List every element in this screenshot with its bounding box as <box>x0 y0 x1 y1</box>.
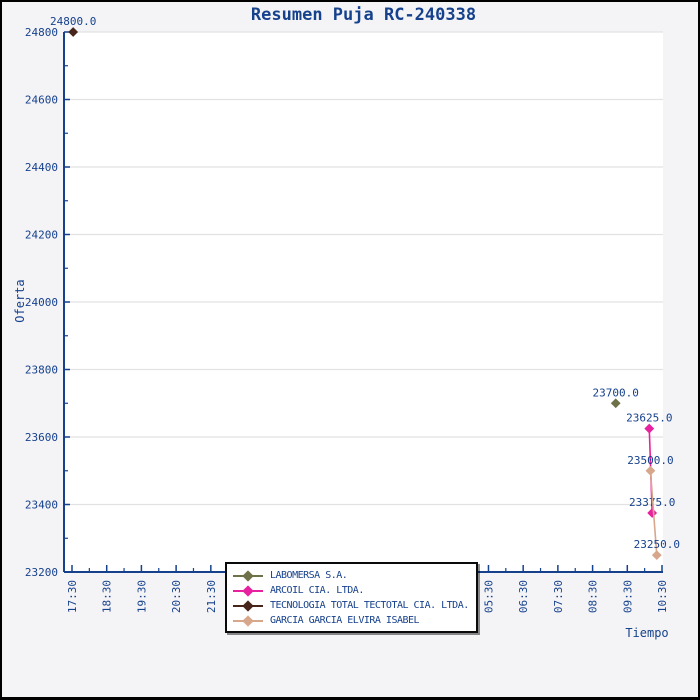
y-tick-label: 24600 <box>25 94 58 107</box>
y-tick-label: 23800 <box>25 364 58 377</box>
x-tick-label: 07:30 <box>552 580 565 613</box>
legend-label: ARCOIL CIA. LTDA. <box>270 585 364 596</box>
x-tick-label: 18:30 <box>101 580 114 613</box>
y-tick-label: 23200 <box>25 566 58 579</box>
y-tick-label: 24800 <box>25 26 58 39</box>
x-tick-label: 20:30 <box>170 580 183 613</box>
data-point-marker <box>647 508 658 518</box>
legend-item-arcoil: ARCOIL CIA. LTDA. <box>233 583 472 598</box>
x-tick-label: 17:30 <box>66 580 79 613</box>
legend-diamond-marker-icon <box>233 614 263 627</box>
legend-label: LABOMERSA S.A. <box>270 570 348 581</box>
y-tick-label: 24400 <box>25 161 58 174</box>
series-line <box>649 470 658 556</box>
y-tick-label: 24000 <box>25 296 58 309</box>
legend-label: GARCIA GARCIA ELVIRA ISABEL <box>270 615 420 626</box>
x-tick-label: 21:30 <box>205 580 218 613</box>
x-tick-label: 09:30 <box>621 580 634 613</box>
x-axis-title: Tiempo <box>625 626 669 640</box>
point-annotation: 23700.0 <box>593 386 639 399</box>
chart-title: Resumen Puja RC-240338 <box>250 5 477 25</box>
legend-item-tecnologia: TECNOLOGIA TOTAL TECTOTAL CIA. LTDA. <box>233 598 472 613</box>
data-point-marker <box>651 550 662 561</box>
legend-item-garcia: GARCIA GARCIA ELVIRA ISABEL <box>233 613 472 628</box>
x-tick-label: 08:30 <box>587 580 600 613</box>
point-annotation: 23500.0 <box>627 454 673 467</box>
legend-diamond-marker-icon <box>233 584 263 597</box>
point-annotation: 23250.0 <box>634 538 680 551</box>
y-tick-label: 23400 <box>25 499 58 512</box>
x-tick-label: 06:30 <box>517 580 530 613</box>
legend-diamond-marker-icon <box>233 569 263 582</box>
legend-label: TECNOLOGIA TOTAL TECTOTAL CIA. LTDA. <box>270 600 469 611</box>
point-annotation: 24800.0 <box>50 15 96 28</box>
data-point-marker <box>68 27 79 37</box>
x-tick-label: 10:30 <box>656 580 669 613</box>
legend-diamond-marker-icon <box>233 599 263 612</box>
y-axis-title: Oferta <box>13 279 27 323</box>
y-tick-label: 24200 <box>25 229 58 242</box>
x-tick-label: 05:30 <box>482 580 495 613</box>
x-tick-label: 19:30 <box>135 580 148 613</box>
data-point-marker <box>610 398 621 409</box>
legend: LABOMERSA S.A. ARCOIL CIA. LTDA. TECNOLO… <box>225 562 478 633</box>
y-tick-label: 23600 <box>25 431 58 444</box>
legend-item-labomersa: LABOMERSA S.A. <box>233 568 472 583</box>
data-point-marker <box>644 423 655 434</box>
data-point-marker <box>645 465 656 476</box>
point-annotation: 23625.0 <box>626 412 672 425</box>
